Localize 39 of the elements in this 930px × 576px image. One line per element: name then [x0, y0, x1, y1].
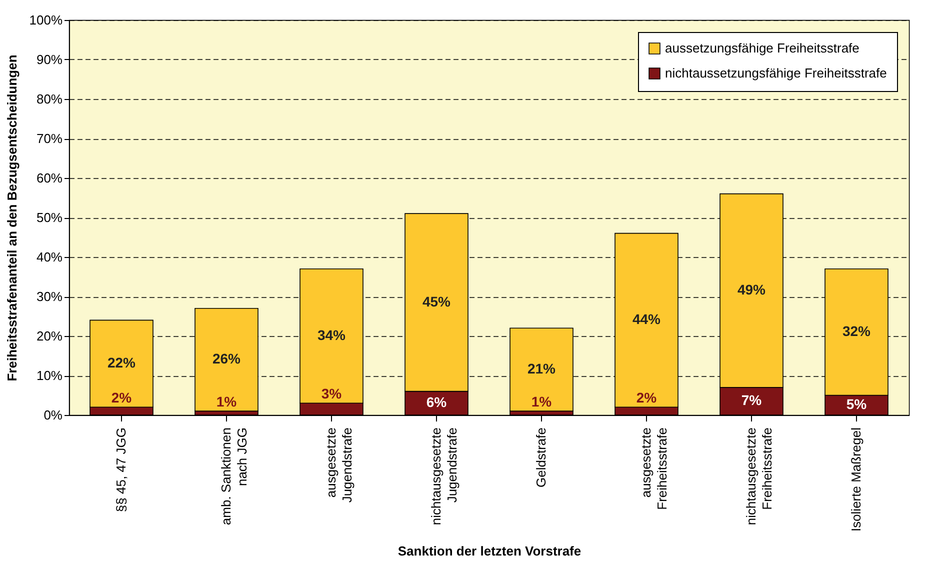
data-label: 49%	[737, 282, 766, 298]
data-label: 2%	[111, 390, 132, 406]
y-tick-label: 0%	[44, 408, 63, 422]
y-tick-label: 80%	[36, 92, 63, 106]
data-label: 32%	[842, 323, 872, 340]
data-label: 7%	[741, 392, 762, 408]
data-label: 6%	[426, 394, 448, 410]
data-label: 21%	[527, 360, 556, 377]
y-tick-label: 100%	[29, 12, 63, 28]
data-label: 1%	[216, 394, 238, 410]
x-tick-label: Isolierte Maßregel	[848, 427, 864, 532]
y-tick-label: 20%	[36, 328, 63, 344]
x-tick-label: nichtausgesetzte Jugendstrafe	[428, 428, 460, 526]
data-label: 34%	[317, 327, 346, 343]
y-tick-label: 70%	[36, 131, 63, 146]
x-axis-title: Sanktion der letzten Vorstrafe	[398, 544, 582, 559]
data-label: 45%	[422, 293, 452, 310]
data-label: 22%	[107, 354, 136, 371]
y-axis-title: Freiheitsstrafenanteil an den Bezugsentscheidungen	[4, 54, 20, 382]
y-tick-label: 50%	[36, 210, 63, 225]
y-tick-label: 90%	[36, 52, 63, 67]
x-tick-label: Geldstrafe	[534, 428, 548, 488]
data-label: 5%	[846, 396, 868, 412]
x-tick-label: nichtausgesetzte Freiheitsstrafe	[744, 428, 774, 526]
x-tick-label: ausgesetzte Jugendstrafe	[324, 428, 354, 503]
y-tick-label: 60%	[36, 170, 63, 186]
y-tick-label: 30%	[36, 289, 63, 304]
data-label: 26%	[212, 350, 242, 367]
x-tick-label: amb. Sanktionen nach JGG	[218, 428, 250, 526]
data-label: 3%	[321, 386, 342, 402]
x-tick-label: §§ 45, 47 JGG	[114, 428, 128, 512]
data-label: 44%	[632, 311, 662, 328]
data-label: 2%	[636, 390, 658, 406]
data-label: 1%	[531, 394, 552, 410]
legend-label: nichtaussetzungsfähige Freiheitsstrafe	[665, 66, 887, 80]
legend-label: aussetzungsfähige Freiheitsstrafe	[665, 40, 860, 56]
y-tick-label: 40%	[36, 250, 63, 264]
x-tick-label: ausgesetzte Freiheitsstrafe	[638, 428, 670, 510]
y-tick-label: 10%	[36, 368, 63, 383]
